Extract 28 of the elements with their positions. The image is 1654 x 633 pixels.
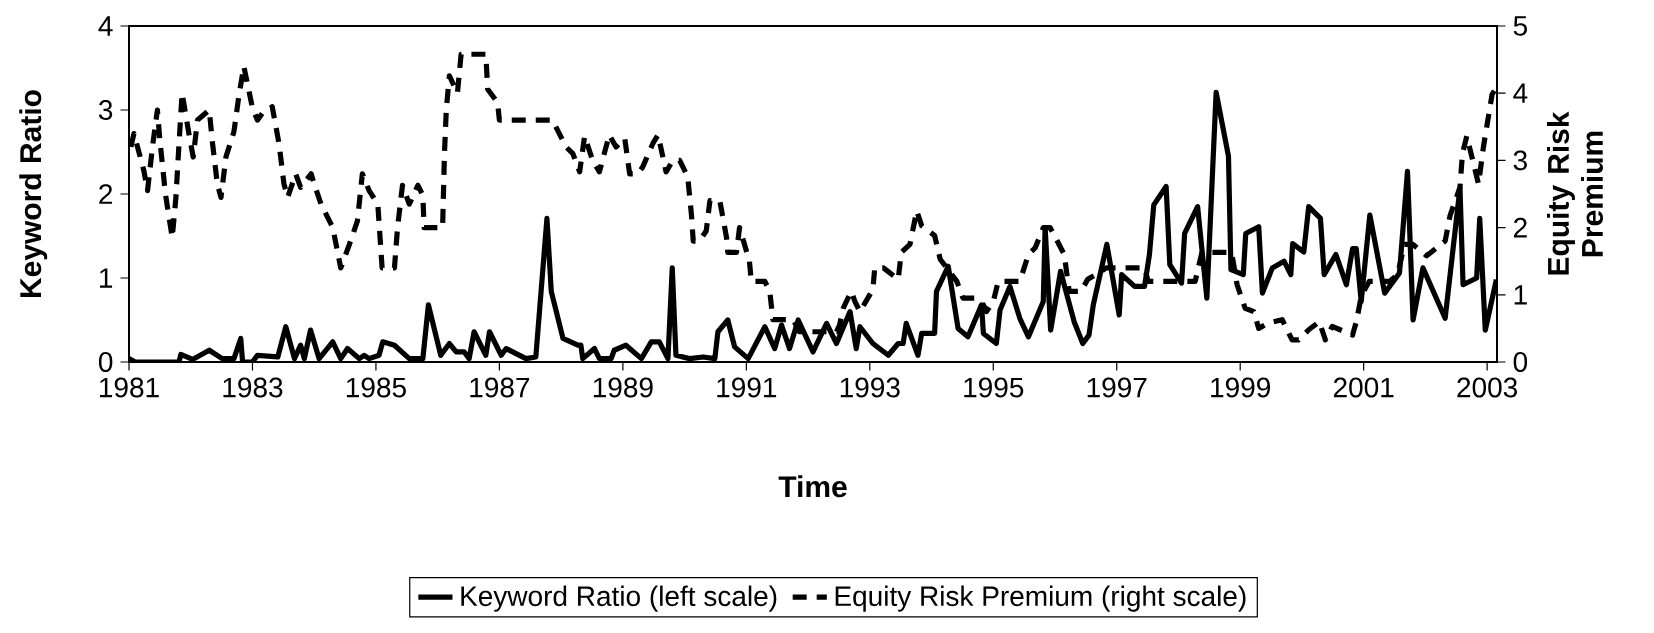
x-tick-label: 1989 xyxy=(593,377,653,398)
x-tick-label: 1991 xyxy=(717,377,777,398)
y2-tick-label: 2 xyxy=(1514,217,1527,238)
y2-tick-label: 3 xyxy=(1513,150,1527,171)
y2-tick-label: 5 xyxy=(1513,16,1527,36)
y-tick-label: 0 xyxy=(98,352,113,372)
y-tick-label: 3 xyxy=(98,100,113,120)
x-axis-title: Time xyxy=(778,475,847,498)
x-tick-label: 1995 xyxy=(964,377,1024,398)
x-tick-label: 1999 xyxy=(1211,377,1270,398)
x-tick-label: 2001 xyxy=(1333,377,1394,398)
legend-label: Keyword Ratio (left scale) xyxy=(461,585,777,612)
x-tick-label: 2003 xyxy=(1457,377,1518,398)
legend-label: Equity Risk Premium (right scale) xyxy=(835,585,1246,612)
y2-tick-label: 1 xyxy=(1514,285,1527,305)
y-tick-label: 4 xyxy=(98,16,113,36)
x-tick-label: 1985 xyxy=(346,377,406,398)
y2-tick-label: 4 xyxy=(1513,83,1528,103)
y2-axis-title: Equity Risk Premium xyxy=(1546,111,1603,275)
x-tick-label: 1997 xyxy=(1087,377,1147,398)
x-tick-label: 1987 xyxy=(470,377,530,398)
y-axis-title: Keyword Ratio xyxy=(19,90,48,298)
x-tick-label: 1981 xyxy=(99,377,159,398)
x-tick-label: 1983 xyxy=(223,377,283,398)
x-tick-label: 1993 xyxy=(840,377,900,398)
y-tick-label: 1 xyxy=(99,268,113,288)
y2-tick-label: 0 xyxy=(1513,352,1528,372)
y-tick-label: 2 xyxy=(99,184,113,204)
